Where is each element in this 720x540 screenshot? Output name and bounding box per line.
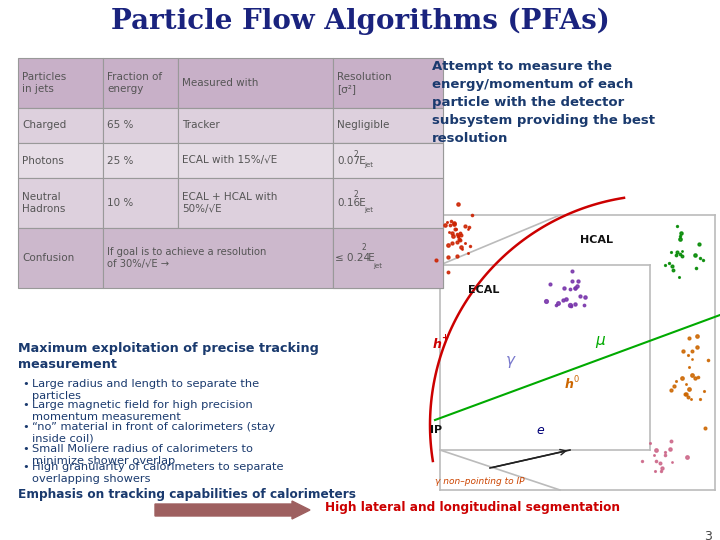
Text: Attempt to measure the
energy/momentum of each
particle with the detector
subsys: Attempt to measure the energy/momentum o… bbox=[432, 60, 655, 145]
Text: jet: jet bbox=[364, 207, 374, 213]
Bar bbox=[333, 178, 443, 228]
Bar bbox=[178, 58, 333, 108]
Text: Resolution
[σ²]: Resolution [σ²] bbox=[337, 72, 392, 94]
Text: High granularity of calorimeters to separate
overlapping showers: High granularity of calorimeters to sepa… bbox=[32, 462, 284, 484]
Text: Tracker: Tracker bbox=[182, 120, 220, 131]
Text: Particle Flow Algorithms (PFAs): Particle Flow Algorithms (PFAs) bbox=[111, 8, 609, 35]
Text: γ non–pointing to IP: γ non–pointing to IP bbox=[436, 477, 525, 487]
Text: jet: jet bbox=[364, 163, 374, 168]
Text: 65 %: 65 % bbox=[107, 120, 133, 131]
Text: jet: jet bbox=[373, 264, 382, 269]
Bar bbox=[18, 143, 103, 178]
Bar bbox=[18, 108, 103, 143]
Text: •: • bbox=[22, 379, 29, 389]
Text: Emphasis on tracking capabilities of calorimeters: Emphasis on tracking capabilities of cal… bbox=[18, 488, 356, 501]
Text: +: + bbox=[441, 334, 448, 342]
Bar bbox=[333, 58, 443, 108]
Text: •: • bbox=[22, 400, 29, 410]
Bar bbox=[178, 143, 333, 178]
Text: 0.16: 0.16 bbox=[337, 198, 360, 208]
Text: •: • bbox=[22, 422, 29, 432]
Text: ≤ 0.24: ≤ 0.24 bbox=[335, 253, 370, 263]
Text: 2: 2 bbox=[354, 190, 359, 199]
Text: Negligible: Negligible bbox=[337, 120, 390, 131]
Text: High lateral and longitudinal segmentation: High lateral and longitudinal segmentati… bbox=[325, 501, 620, 514]
Text: 25 %: 25 % bbox=[107, 156, 133, 165]
Bar bbox=[18, 58, 103, 108]
Text: h: h bbox=[565, 379, 574, 392]
Text: e: e bbox=[536, 423, 544, 436]
Bar bbox=[103, 108, 178, 143]
Text: If goal is to achieve a resolution
of 30%/√E →: If goal is to achieve a resolution of 30… bbox=[107, 247, 266, 269]
Bar bbox=[333, 228, 443, 288]
Bar bbox=[333, 228, 443, 288]
Bar bbox=[103, 143, 178, 178]
Text: Maximum exploitation of precise tracking
measurement: Maximum exploitation of precise tracking… bbox=[18, 342, 319, 371]
Text: Neutral
Hadrons: Neutral Hadrons bbox=[22, 192, 66, 214]
Text: Measured with: Measured with bbox=[182, 78, 258, 88]
Text: 0.07: 0.07 bbox=[337, 156, 360, 165]
Text: •: • bbox=[22, 444, 29, 454]
Bar bbox=[18, 178, 103, 228]
Bar bbox=[178, 108, 333, 143]
Text: 0: 0 bbox=[574, 375, 580, 383]
Text: Particles
in jets: Particles in jets bbox=[22, 72, 66, 94]
Text: ECAL: ECAL bbox=[468, 285, 500, 295]
Text: Fraction of
energy: Fraction of energy bbox=[107, 72, 162, 94]
Bar bbox=[333, 143, 443, 178]
Text: 10 %: 10 % bbox=[107, 198, 133, 208]
Text: Photons: Photons bbox=[22, 156, 64, 165]
Text: μ: μ bbox=[595, 333, 605, 348]
FancyArrow shape bbox=[155, 501, 310, 519]
Bar bbox=[333, 143, 443, 178]
Bar bbox=[18, 228, 103, 288]
Text: •: • bbox=[22, 462, 29, 472]
Text: E: E bbox=[356, 198, 366, 208]
Text: E: E bbox=[356, 156, 366, 165]
Text: Confusion: Confusion bbox=[22, 253, 74, 263]
Text: Large magnetic field for high precision
momentum measurement: Large magnetic field for high precision … bbox=[32, 400, 253, 422]
Bar bbox=[103, 58, 178, 108]
Bar bbox=[103, 228, 333, 288]
Text: IP: IP bbox=[430, 425, 442, 435]
Bar bbox=[178, 178, 333, 228]
Text: 3: 3 bbox=[704, 530, 712, 540]
Text: h: h bbox=[433, 339, 442, 352]
Text: 2: 2 bbox=[354, 150, 359, 159]
Text: Large radius and length to separate the
particles: Large radius and length to separate the … bbox=[32, 379, 259, 401]
Text: Charged: Charged bbox=[22, 120, 66, 131]
Text: γ: γ bbox=[505, 353, 515, 368]
Text: ECAL with 15%/√E: ECAL with 15%/√E bbox=[182, 156, 277, 165]
Text: HCAL: HCAL bbox=[580, 235, 613, 245]
Text: 2: 2 bbox=[361, 242, 366, 252]
Text: E: E bbox=[364, 253, 374, 263]
Text: Small Moliere radius of calorimeters to
minimize shower overlap: Small Moliere radius of calorimeters to … bbox=[32, 444, 253, 465]
Text: ECAL + HCAL with
50%/√E: ECAL + HCAL with 50%/√E bbox=[182, 192, 277, 214]
Bar bbox=[333, 178, 443, 228]
Text: “no” material in front of calorimeters (stay
inside coil): “no” material in front of calorimeters (… bbox=[32, 422, 275, 443]
Bar bbox=[103, 178, 178, 228]
Bar bbox=[333, 108, 443, 143]
